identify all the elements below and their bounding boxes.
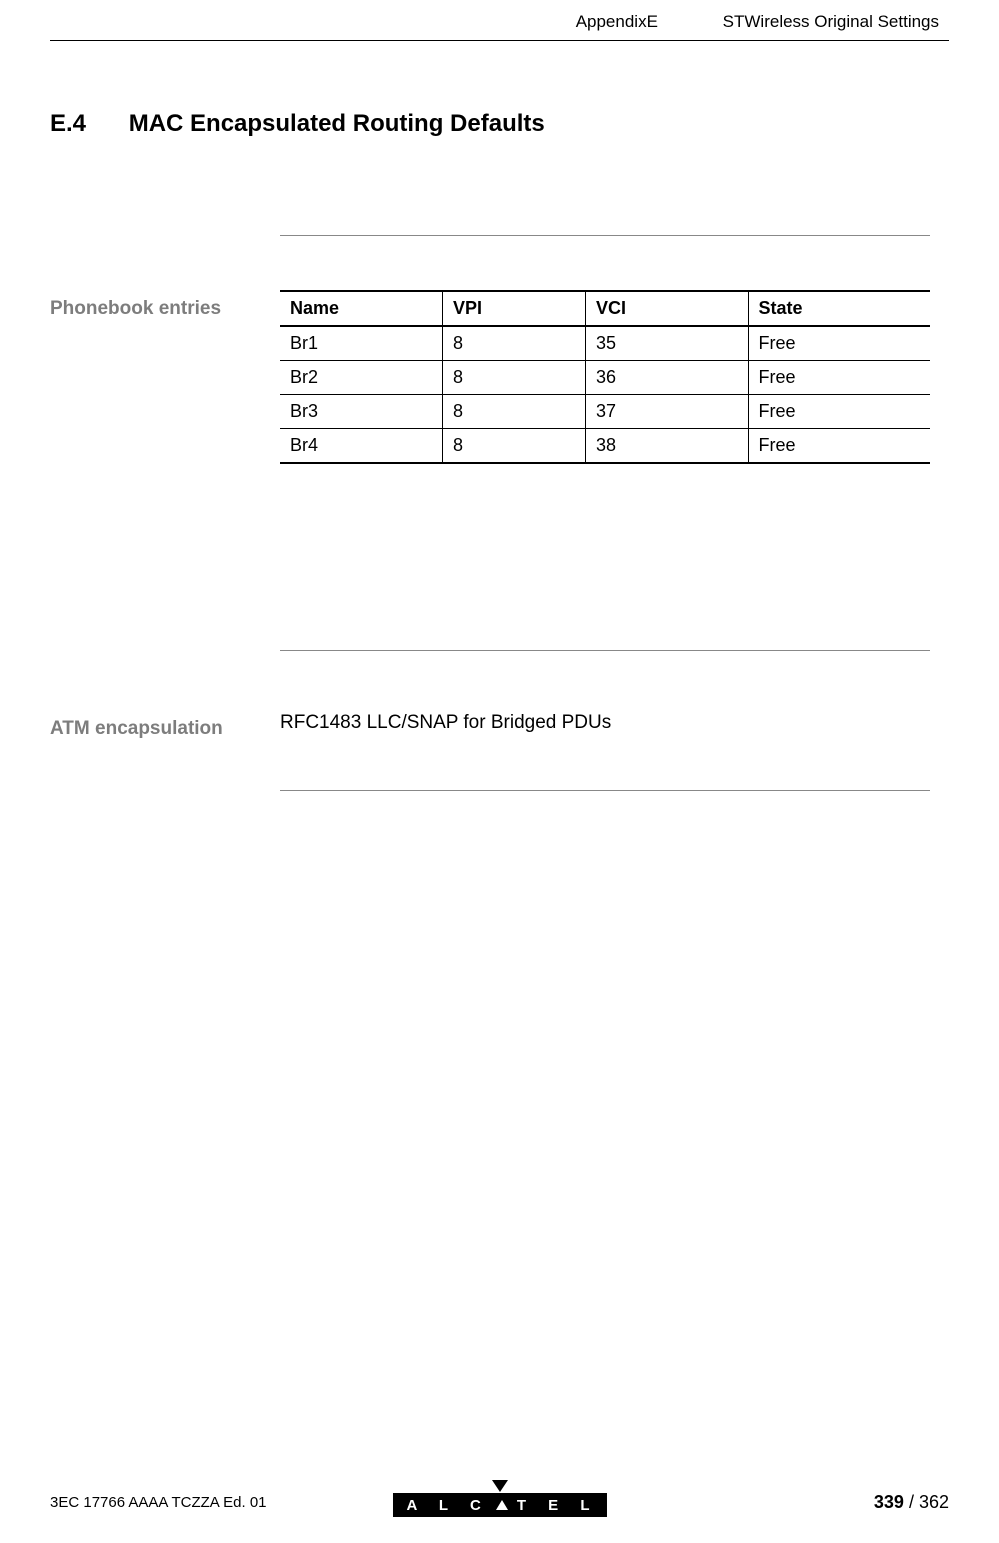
section-number: E.4	[50, 110, 86, 138]
cell: Br4	[280, 429, 443, 464]
alcatel-text-2: T E L	[517, 1497, 599, 1514]
cell: Free	[748, 429, 930, 464]
table-row: Br4 8 38 Free	[280, 429, 930, 464]
table-header-row: Name VPI VCI State	[280, 291, 930, 326]
col-state: State	[748, 291, 930, 326]
atm-label: ATM encapsulation	[50, 710, 280, 740]
footer-doc-ref: 3EC 17766 AAAA TCZZA Ed. 01	[50, 1494, 267, 1511]
cell: 8	[443, 429, 586, 464]
cell: 35	[586, 326, 749, 361]
cell: Free	[748, 361, 930, 395]
cell: 8	[443, 395, 586, 429]
phonebook-label: Phonebook entries	[50, 290, 280, 320]
page-footer: 3EC 17766 AAAA TCZZA Ed. 01 A L C T E L …	[50, 1492, 949, 1513]
alcatel-bar: A L C T E L	[392, 1493, 606, 1517]
triangle-up-icon	[496, 1500, 508, 1510]
page-total: 362	[919, 1492, 949, 1512]
col-name: Name	[280, 291, 443, 326]
phonebook-table-wrap: Name VPI VCI State Br1 8 35 Free Br2 8 3…	[280, 290, 949, 464]
page-sep: /	[904, 1492, 919, 1512]
triangle-down-icon	[491, 1480, 507, 1492]
col-vci: VCI	[586, 291, 749, 326]
cell: Free	[748, 326, 930, 361]
alcatel-logo: A L C T E L	[392, 1480, 606, 1517]
header-title: STWireless Original Settings	[723, 12, 939, 32]
header-rule	[50, 40, 949, 41]
col-vpi: VPI	[443, 291, 586, 326]
alcatel-text-1: A L C	[406, 1497, 489, 1514]
cell: 8	[443, 361, 586, 395]
section-heading: E.4 MAC Encapsulated Routing Defaults	[50, 110, 545, 138]
header-appendix: AppendixE	[576, 12, 658, 32]
cell: Free	[748, 395, 930, 429]
page-header: AppendixE STWireless Original Settings	[576, 12, 939, 32]
divider	[280, 235, 930, 236]
table-row: Br1 8 35 Free	[280, 326, 930, 361]
atm-text: RFC1483 LLC/SNAP for Bridged PDUs	[280, 710, 949, 734]
section-title: MAC Encapsulated Routing Defaults	[129, 110, 545, 137]
page-current: 339	[874, 1492, 904, 1512]
table-row: Br3 8 37 Free	[280, 395, 930, 429]
phonebook-section: Phonebook entries Name VPI VCI State Br1…	[50, 290, 949, 464]
table-row: Br2 8 36 Free	[280, 361, 930, 395]
cell: 8	[443, 326, 586, 361]
footer-page: 339 / 362	[874, 1492, 949, 1513]
cell: 36	[586, 361, 749, 395]
cell: Br3	[280, 395, 443, 429]
divider	[280, 650, 930, 651]
cell: 38	[586, 429, 749, 464]
cell: 37	[586, 395, 749, 429]
atm-section: ATM encapsulation RFC1483 LLC/SNAP for B…	[50, 710, 949, 740]
phonebook-table: Name VPI VCI State Br1 8 35 Free Br2 8 3…	[280, 290, 930, 464]
cell: Br2	[280, 361, 443, 395]
divider	[280, 790, 930, 791]
cell: Br1	[280, 326, 443, 361]
